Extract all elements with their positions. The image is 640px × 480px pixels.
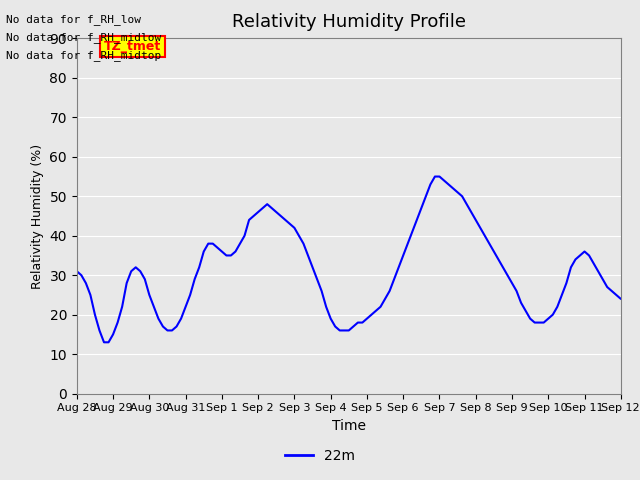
Text: No data for f_RH_midlow: No data for f_RH_midlow [6,32,162,43]
Title: Relativity Humidity Profile: Relativity Humidity Profile [232,13,466,31]
X-axis label: Time: Time [332,419,366,433]
Y-axis label: Relativity Humidity (%): Relativity Humidity (%) [31,144,44,288]
Text: No data for f_RH_low: No data for f_RH_low [6,13,141,24]
Text: TZ_tmet: TZ_tmet [104,40,161,53]
Text: No data for f_RH_midtop: No data for f_RH_midtop [6,50,162,61]
Legend: 22m: 22m [280,443,360,468]
